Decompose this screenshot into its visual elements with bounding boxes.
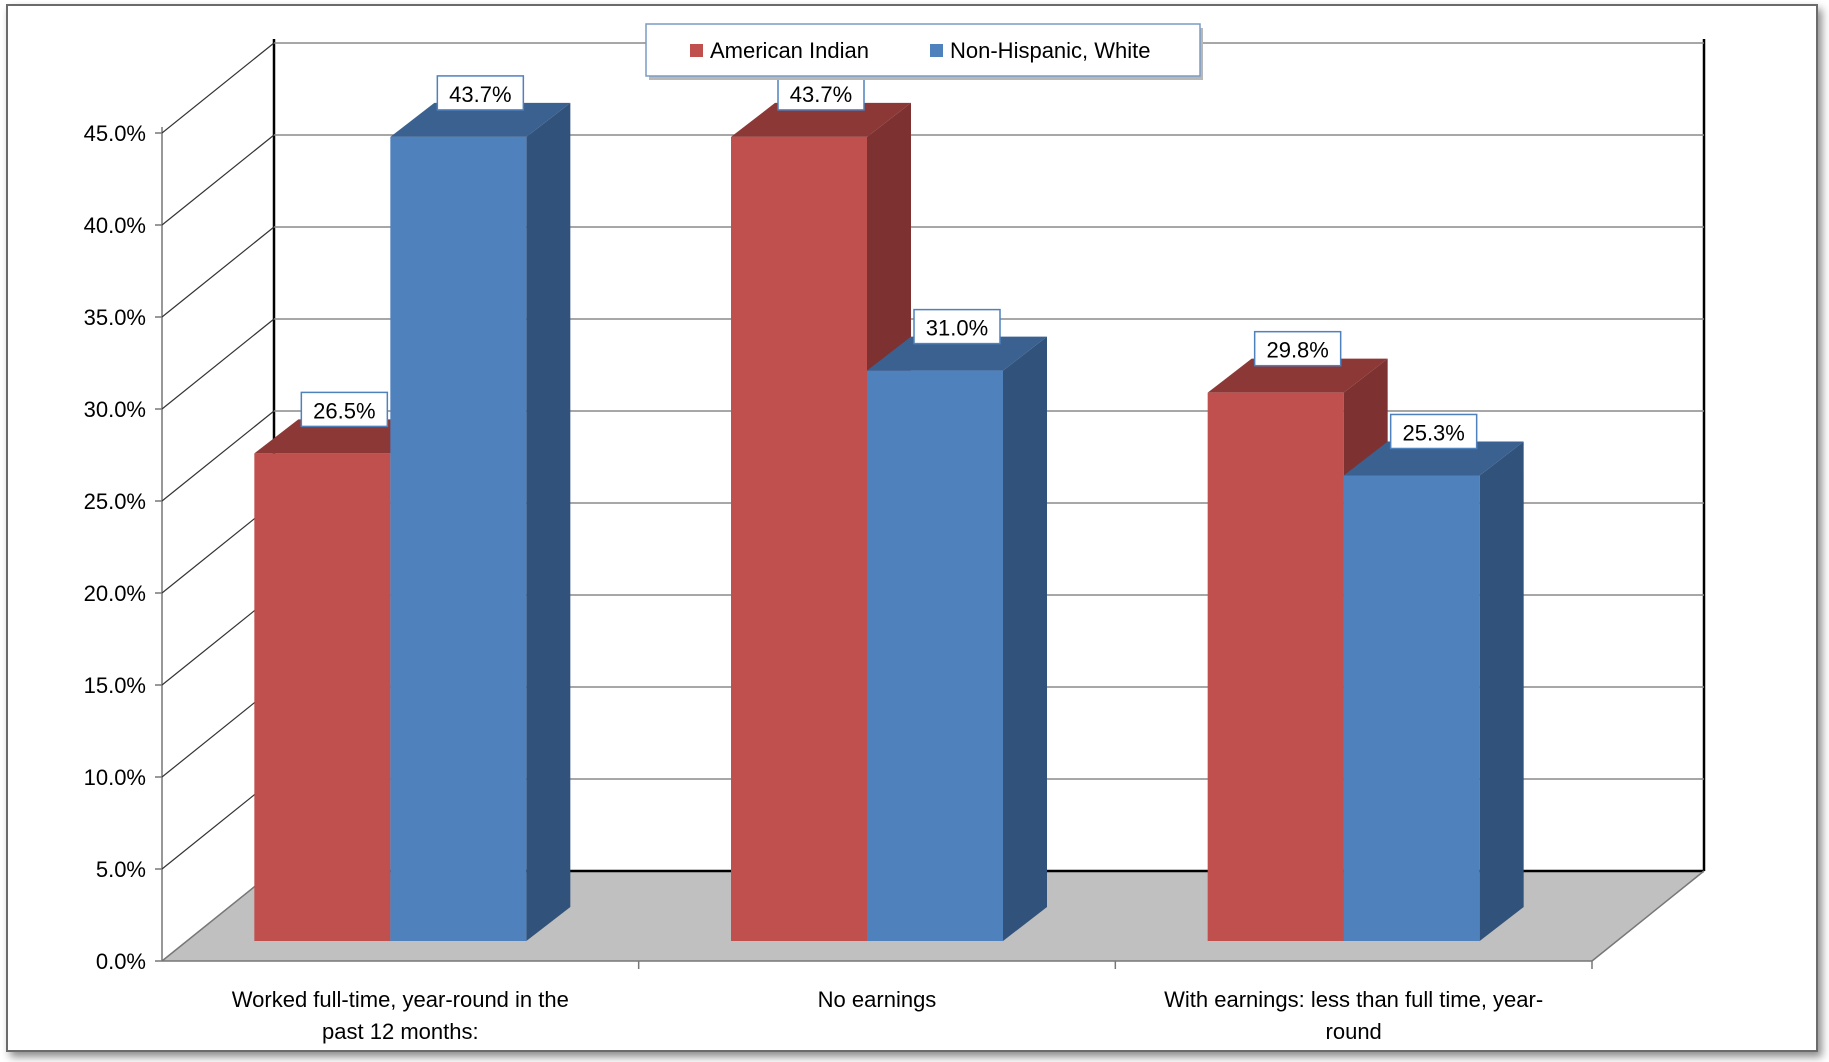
x-category-label: Worked full-time, year-round in the	[232, 987, 569, 1012]
y-tick-label: 25.0%	[84, 489, 146, 514]
bar-chart: 0.0% 5.0% 10.0% 15.0% 20.0% 25.0% 30.0% 35.0% 40…	[84, 23, 1706, 1044]
y-tick-label: 45.0%	[84, 121, 146, 146]
legend: American Indian Non-Hispanic, White	[645, 23, 1203, 80]
side-gridline	[161, 226, 275, 318]
data-label-text: 25.3%	[1402, 420, 1464, 445]
data-label-box	[436, 75, 525, 111]
y-axis-tick-labels: 0.0% 5.0% 10.0% 15.0% 20.0% 25.0% 30.0% 35.0% 40…	[84, 121, 162, 974]
bar-top	[867, 336, 1047, 371]
bar-side	[1003, 336, 1047, 942]
bar-top	[254, 419, 435, 454]
bar-front	[731, 136, 867, 942]
data-label-box	[913, 308, 1001, 345]
side-gridline	[161, 318, 275, 410]
data-label-box	[1389, 413, 1478, 450]
data-label: 29.8%	[1253, 330, 1342, 367]
y-tick-label: 35.0%	[84, 305, 146, 330]
chart-frame: 0.0% 5.0% 10.0% 15.0% 20.0% 25.0% 30.0% 35.0% 40…	[6, 4, 1818, 1052]
legend-swatch	[930, 44, 943, 57]
bar-non-hispanic-white-0	[390, 102, 571, 942]
x-category-label: With earnings: less than full time, year…	[1164, 987, 1543, 1012]
bar-non-hispanic-white-2	[1343, 441, 1524, 941]
data-labels: 26.5% 43.7% 43.7% 31.0% 29.8% 25.3%	[300, 75, 1478, 450]
bar-non-hispanic-white-1	[867, 336, 1047, 942]
x-category-label: No earnings	[818, 987, 937, 1012]
x-category-label: round	[1326, 1019, 1382, 1044]
y-tick-label: 15.0%	[84, 673, 146, 698]
legend-box	[645, 23, 1201, 77]
data-label-text: 29.8%	[1266, 338, 1328, 363]
data-label: 25.3%	[1389, 413, 1478, 450]
data-label-text: 43.7%	[449, 82, 511, 107]
bar-side	[1479, 441, 1524, 941]
floor-right-edge	[1591, 870, 1705, 962]
x-axis-category-labels: Worked full-time, year-round in the past …	[232, 961, 1593, 1044]
y-tick-label: 0.0%	[96, 949, 146, 974]
y-tick-label: 20.0%	[84, 581, 146, 606]
legend-entry: Non-Hispanic, White	[950, 38, 1151, 63]
data-label: 31.0%	[913, 308, 1001, 345]
data-label-text: 43.7%	[790, 82, 852, 107]
side-gridline	[161, 134, 275, 226]
legend-swatch	[690, 44, 703, 57]
data-label-text: 31.0%	[926, 316, 988, 341]
data-label: 43.7%	[436, 75, 525, 111]
y-tick-label: 30.0%	[84, 397, 146, 422]
bar-front	[254, 453, 391, 941]
y-tick-label: 5.0%	[96, 857, 146, 882]
side-gridline	[161, 410, 275, 502]
bars	[254, 102, 1524, 942]
y-tick-label: 10.0%	[84, 765, 146, 790]
data-label-text: 26.5%	[313, 398, 375, 423]
bar-top	[731, 102, 911, 137]
data-label-box	[300, 391, 389, 428]
x-category-label: past 12 months:	[322, 1019, 479, 1044]
data-label-box	[1253, 330, 1342, 367]
legend-entry: American Indian	[710, 38, 869, 63]
bar-top	[1207, 358, 1388, 393]
data-label: 26.5%	[300, 391, 389, 428]
bar-front	[1343, 475, 1480, 941]
bar-top	[390, 102, 571, 137]
y-tick-label: 40.0%	[84, 213, 146, 238]
side-gridline	[161, 42, 275, 134]
data-label: 43.7%	[777, 75, 865, 111]
bar-front	[867, 370, 1003, 942]
bar-side	[526, 102, 571, 942]
bar-top	[1343, 441, 1524, 476]
bar-front	[390, 136, 527, 942]
bar-front	[1207, 392, 1344, 941]
